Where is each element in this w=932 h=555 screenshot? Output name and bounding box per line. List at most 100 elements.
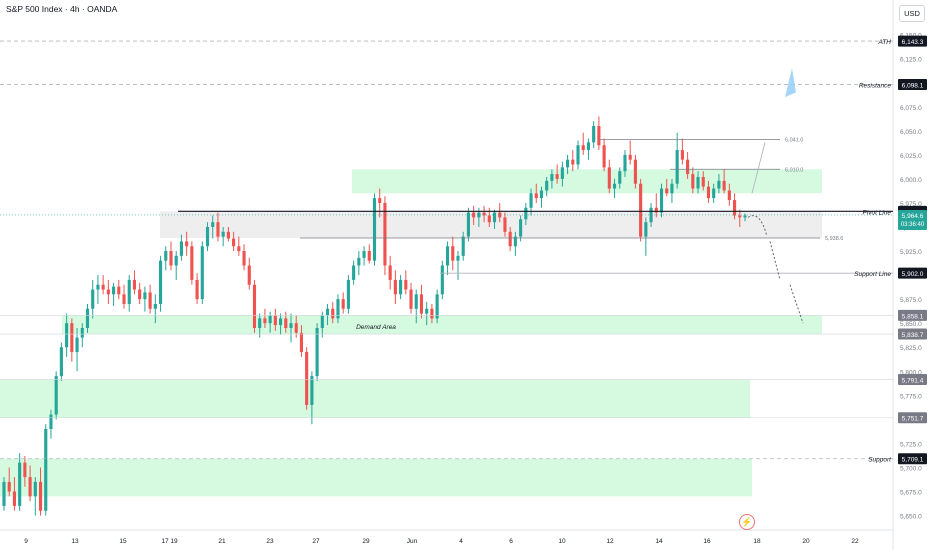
- candle-body: [372, 198, 377, 261]
- candle-body: [670, 183, 674, 194]
- candle-body: [555, 174, 559, 179]
- candle-body: [148, 292, 152, 309]
- candle-body: [706, 186, 711, 199]
- projection-arrow-down-3: [789, 284, 804, 324]
- projection-label: 6,041.0: [785, 137, 803, 143]
- candle-body: [362, 251, 366, 258]
- y-tick-label: 6,000.0: [900, 177, 922, 184]
- candle-body: [607, 167, 611, 189]
- x-tick-label: 27: [312, 538, 320, 545]
- candle-body: [409, 289, 413, 309]
- candle-body: [367, 251, 371, 261]
- candle-body: [482, 212, 486, 216]
- candle-body: [59, 347, 63, 377]
- candle-body: [461, 236, 465, 256]
- candle-body: [691, 174, 695, 189]
- candle-body: [524, 207, 528, 220]
- resistance-arrow: [785, 68, 796, 98]
- currency-button[interactable]: USD: [899, 5, 925, 22]
- candle-body: [226, 231, 230, 239]
- candle-body: [200, 246, 204, 300]
- x-tick-label: 20: [802, 538, 810, 545]
- candle-body: [258, 318, 262, 328]
- candle-body: [294, 323, 298, 333]
- candle-body: [23, 462, 27, 478]
- lightning-icon[interactable]: ⚡: [739, 514, 755, 530]
- candle-body: [315, 328, 319, 377]
- y-tick-label: 6,025.0: [900, 153, 922, 160]
- x-tick-label: 17: [161, 538, 169, 545]
- candle-body: [586, 142, 591, 151]
- candle-body: [435, 294, 439, 319]
- candle-body: [477, 212, 481, 218]
- candle-body: [644, 222, 648, 237]
- candle-body: [487, 215, 491, 223]
- candle-body: [299, 332, 304, 353]
- candle-body: [534, 193, 538, 199]
- candle-body: [738, 215, 742, 218]
- candle-body: [628, 154, 632, 160]
- price-label-bg: [898, 453, 927, 465]
- candle-body: [701, 176, 705, 187]
- candle-body: [357, 257, 361, 266]
- candle-body: [539, 190, 544, 199]
- y-tick-label: 5,800.0: [900, 369, 922, 376]
- candle-body: [263, 318, 267, 324]
- candle-body: [138, 289, 142, 300]
- level-label: Support Line: [854, 271, 891, 278]
- candle-body: [279, 318, 283, 326]
- candle-body: [623, 154, 627, 172]
- price-label-bg: [898, 374, 927, 386]
- candle-body: [12, 491, 17, 506]
- candle-body: [310, 376, 314, 405]
- candle-body: [388, 265, 392, 280]
- candle-body: [665, 188, 669, 194]
- candle-body: [190, 246, 194, 280]
- candle-body: [659, 188, 664, 213]
- y-tick-label: 5,725.0: [900, 441, 922, 448]
- x-tick-label: 13: [71, 538, 79, 545]
- candle-body: [440, 265, 444, 295]
- level-label: ATH: [877, 39, 891, 46]
- x-tick-label: 19: [170, 538, 178, 545]
- candle-body: [352, 265, 356, 280]
- candle-body: [732, 200, 737, 216]
- x-tick-label: 29: [362, 538, 370, 545]
- candle-body: [273, 315, 277, 326]
- candle-body: [70, 323, 74, 353]
- candle-body: [566, 159, 570, 168]
- candle-body: [612, 183, 617, 189]
- current-price-label: 5,964.6: [902, 213, 924, 220]
- candle-body: [211, 222, 215, 227]
- candle-body: [80, 328, 84, 338]
- candle-body: [472, 212, 476, 218]
- x-tick-label: 9: [24, 538, 28, 545]
- candle-body: [153, 303, 157, 309]
- candle-body: [237, 246, 241, 252]
- y-tick-label: 6,075.0: [900, 105, 922, 112]
- candle-body: [399, 279, 403, 295]
- candle-body: [305, 352, 309, 405]
- candle-body: [195, 279, 199, 300]
- candle-body: [492, 212, 497, 223]
- candle-body: [571, 159, 575, 165]
- candle-body: [602, 145, 606, 168]
- zone-demand: [62, 315, 822, 335]
- zone-lower-demand: [0, 379, 750, 418]
- candle-body: [393, 279, 397, 295]
- price-label-bg: [898, 309, 927, 321]
- candle-body: [414, 294, 418, 309]
- candle-body: [205, 227, 210, 247]
- candle-body: [712, 188, 716, 199]
- y-tick-label: 5,650.0: [900, 514, 922, 521]
- candle-body: [633, 159, 637, 184]
- candle-body: [529, 193, 533, 208]
- candle-body: [639, 183, 643, 237]
- x-tick-label: 14: [655, 538, 663, 545]
- price-label: 6,143.3: [902, 39, 924, 46]
- candle-body: [216, 222, 220, 237]
- candle-body: [325, 308, 330, 316]
- candle-body: [451, 246, 455, 261]
